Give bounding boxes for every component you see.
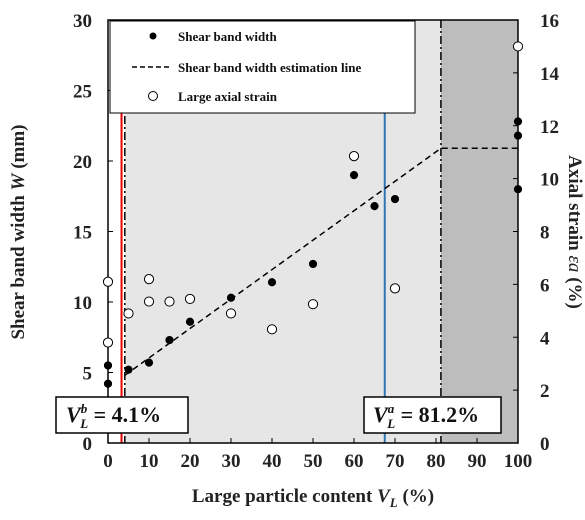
shear-band-point-11 bbox=[390, 194, 400, 204]
legend-label-axial-strain: Large axial strain bbox=[178, 89, 278, 104]
x-tick-label-10: 100 bbox=[504, 451, 533, 472]
axial-strain-point-8 bbox=[266, 324, 278, 335]
shear-band-point-9 bbox=[349, 171, 359, 180]
x-tick-label-9: 90 bbox=[468, 451, 487, 472]
shear-band-point-10 bbox=[370, 202, 379, 211]
y-axis-ticks: 0 5 10 15 20 25 30 bbox=[73, 11, 113, 455]
x-axis-ticks: 0 10 20 30 40 50 60 70 80 90 100 bbox=[103, 438, 532, 472]
axial-strain-point-6 bbox=[184, 293, 196, 305]
x-tick-label-7: 70 bbox=[386, 451, 405, 472]
y2-tick-label-7: 14 bbox=[540, 64, 560, 85]
shear-band-point-0 bbox=[103, 379, 113, 388]
y2-tick-label-5: 10 bbox=[540, 170, 559, 191]
axial-strain-point-4 bbox=[143, 296, 155, 307]
shear-band-point-8 bbox=[308, 259, 318, 269]
y-tick-label-1: 5 bbox=[83, 364, 93, 385]
x-tick-label-1: 10 bbox=[140, 451, 159, 472]
y2-tick-label-6: 12 bbox=[540, 117, 559, 138]
x-tick-label-4: 40 bbox=[263, 451, 282, 472]
y2-tick-label-2: 4 bbox=[540, 328, 550, 349]
axial-strain-point-9 bbox=[307, 299, 319, 310]
x-tick-label-5: 50 bbox=[304, 451, 323, 472]
y-axis-label: Shear band width W (mm) bbox=[8, 124, 29, 339]
y-tick-label-3: 15 bbox=[73, 223, 92, 244]
y-tick-label-5: 25 bbox=[73, 82, 92, 103]
shear-band-point-3 bbox=[144, 358, 154, 367]
x-tick-label-0: 0 bbox=[103, 451, 113, 472]
axial-strain-point-0 bbox=[102, 276, 114, 287]
axial-strain-point-7 bbox=[225, 308, 237, 319]
y-tick-label-4: 20 bbox=[73, 152, 92, 173]
axial-strain-point-1 bbox=[102, 337, 114, 348]
axial-strain-point-3 bbox=[143, 273, 155, 285]
y2-tick-label-8: 16 bbox=[540, 11, 559, 32]
y-tick-label-6: 30 bbox=[73, 11, 92, 32]
shear-band-point-5 bbox=[185, 317, 195, 326]
shear-band-point-2 bbox=[124, 365, 133, 374]
legend-label-estimation-line: Shear band width estimation line bbox=[178, 60, 361, 75]
legend-marker-filled bbox=[149, 32, 157, 40]
legend: Shear band width Shear band width estima… bbox=[109, 20, 416, 114]
data-points bbox=[102, 41, 524, 388]
annotation-vla: Va L = 81.2% bbox=[363, 396, 502, 434]
shear-band-point-12 bbox=[513, 117, 523, 126]
shear-band-point-13 bbox=[513, 131, 523, 140]
y2-tick-label-1: 2 bbox=[540, 381, 550, 402]
axial-strain-point-2 bbox=[123, 308, 134, 319]
axial-strain-point-5 bbox=[164, 296, 175, 307]
axial-strain-point-12 bbox=[512, 41, 524, 52]
x-tick-label-6: 60 bbox=[345, 451, 364, 472]
y2-tick-label-3: 6 bbox=[540, 275, 550, 296]
annotation-vla-box bbox=[363, 396, 502, 434]
shear-band-point-7 bbox=[267, 278, 277, 287]
y2-tick-label-4: 8 bbox=[540, 223, 550, 244]
annotation-vlb-box bbox=[55, 396, 189, 434]
shear-band-point-14 bbox=[513, 185, 523, 194]
y2-axis-ticks: 0 2 4 6 8 10 12 14 16 bbox=[513, 11, 560, 455]
shear-band-point-1 bbox=[103, 361, 113, 370]
legend-label-shear-band: Shear band width bbox=[178, 29, 278, 44]
x-tick-label-3: 30 bbox=[222, 451, 241, 472]
shear-band-point-6 bbox=[226, 293, 236, 302]
shear-band-point-4 bbox=[165, 335, 174, 345]
x-axis-label: Large particle content VL (%) bbox=[192, 486, 434, 510]
region-right bbox=[440, 20, 518, 443]
x-tick-label-8: 80 bbox=[427, 451, 446, 472]
estimation-line bbox=[124, 147, 518, 376]
axial-strain-point-11 bbox=[389, 283, 401, 294]
y2-tick-label-0: 0 bbox=[540, 434, 550, 455]
y2-axis-label: Axial strain εa (%) bbox=[564, 155, 585, 309]
x-tick-label-2: 20 bbox=[181, 451, 200, 472]
annotation-vlb: Vb L = 4.1% bbox=[55, 396, 189, 434]
legend-marker-open bbox=[148, 91, 158, 101]
estimation-line-path bbox=[124, 147, 518, 376]
axial-strain-point-10 bbox=[348, 151, 360, 162]
y-tick-label-0: 0 bbox=[83, 434, 93, 455]
y-tick-label-2: 10 bbox=[73, 293, 92, 314]
annotation-vlb-text: Vb L = 4.1% bbox=[66, 401, 161, 431]
annotation-vla-text: Va L = 81.2% bbox=[373, 401, 479, 431]
